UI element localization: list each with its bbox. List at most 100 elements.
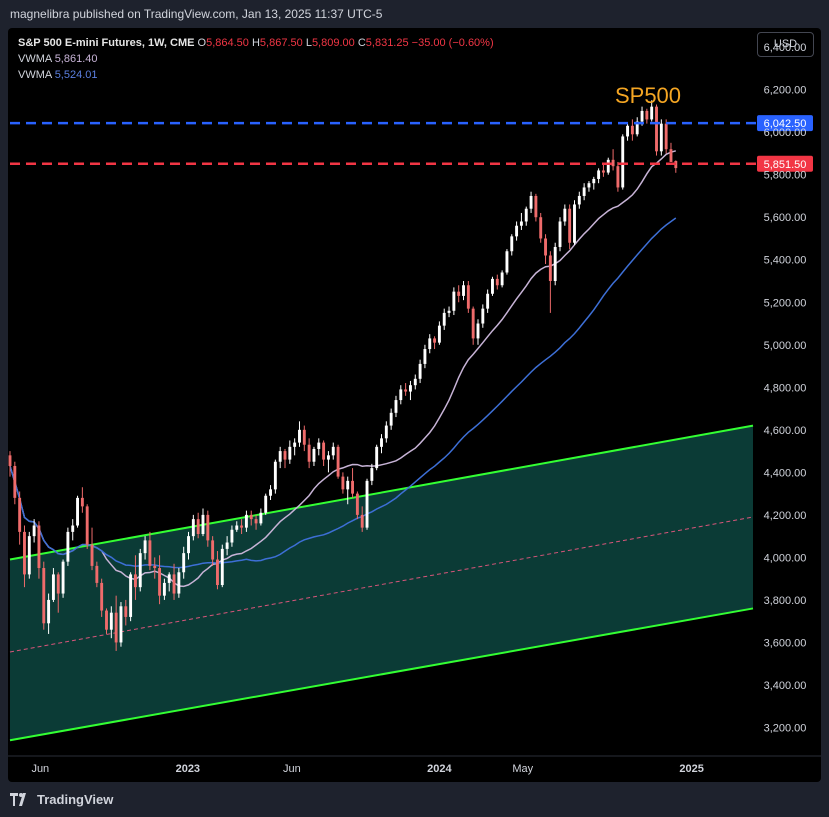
candle (32, 519, 36, 543)
candle (61, 559, 65, 598)
candle-body (341, 476, 345, 490)
publisher-bar: magnelibra published on TradingView.com,… (0, 0, 829, 28)
candle (519, 212, 523, 230)
candle (153, 557, 157, 579)
candle (95, 561, 99, 588)
candle (167, 572, 171, 592)
candle (18, 491, 22, 545)
candle-body (428, 338, 432, 350)
candle-body (225, 542, 229, 549)
candle-body (66, 531, 70, 562)
candle (114, 595, 118, 651)
symbol-title[interactable]: S&P 500 E-mini Futures, 1W, CME (18, 37, 195, 49)
currency-button[interactable]: USD (757, 32, 814, 57)
y-tick-label: 5,200.00 (764, 297, 807, 309)
candle-body (61, 561, 65, 594)
candle-body (616, 166, 620, 188)
candle (457, 285, 461, 303)
candle-body (201, 514, 205, 535)
candle (27, 531, 31, 579)
candle-body (269, 489, 272, 496)
support-price-tag (757, 155, 813, 172)
y-tick-label: 4,800.00 (764, 382, 807, 394)
candle (51, 568, 55, 603)
x-axis: Jun 2023 Jun 2024 May 2025 (8, 755, 821, 775)
candle-body (273, 461, 277, 490)
candle-body (510, 236, 514, 252)
candle (360, 506, 364, 532)
candle-body (18, 497, 22, 532)
low-value: 5,809.00 (311, 37, 355, 49)
candle (582, 183, 586, 201)
candle-body (293, 442, 297, 447)
candle-body (187, 536, 190, 554)
candle (577, 191, 581, 209)
candle-body (211, 540, 215, 560)
candle (235, 521, 239, 532)
candles-layer (8, 100, 678, 651)
candle-body (659, 123, 663, 152)
channel-upper-line (9, 424, 754, 561)
chart-frame[interactable]: 6,042.50 5,851.50 3,200.00 3,400.00 3,600.0… (8, 28, 821, 782)
tradingview-logo[interactable]: TradingView (10, 792, 113, 807)
candle-body (630, 125, 634, 135)
candle-body (51, 574, 55, 600)
candle (346, 476, 350, 505)
candle-body (206, 514, 210, 541)
candle (505, 249, 509, 275)
candle-body (351, 480, 354, 494)
candle (539, 212, 543, 243)
candle-body (597, 170, 601, 179)
candle (133, 555, 137, 600)
candle-body (380, 438, 383, 447)
chart-canvas[interactable]: 6,042.50 5,851.50 3,200.00 3,400.00 3,600.0… (8, 28, 821, 782)
candle (331, 442, 335, 460)
vwma-layer (9, 150, 677, 588)
candle (534, 193, 538, 222)
candle-body (389, 412, 393, 426)
high-value: 5,867.50 (259, 37, 303, 49)
candle-body (105, 610, 108, 630)
candle (558, 217, 562, 252)
candle (90, 527, 94, 571)
candle-body (611, 159, 615, 167)
candle (553, 242, 557, 286)
footer-bar: TradingView (0, 782, 829, 817)
y-tick-label: 6,400.00 (764, 42, 807, 54)
candle (283, 448, 287, 469)
candle (486, 289, 490, 313)
candle (326, 451, 330, 473)
candle-body (196, 519, 200, 535)
candle-body (601, 170, 605, 173)
candle-body (298, 429, 301, 443)
candle-body (433, 338, 437, 343)
candle (645, 108, 649, 124)
candle-body (539, 217, 543, 239)
candle-body (80, 497, 84, 507)
vwma-fast-line (9, 150, 677, 588)
candle (42, 561, 46, 630)
tradingview-brand: TradingView (37, 792, 114, 807)
candle-body (524, 208, 528, 222)
legend-row-vwma-fast[interactable]: VWMA 5,861.40 (18, 51, 494, 67)
candle (491, 276, 494, 296)
high-label: H (251, 37, 260, 49)
legend-row-vwma-slow[interactable]: VWMA 5,524.01 (18, 67, 494, 83)
candle (182, 546, 186, 579)
candle-body (220, 548, 224, 586)
candle-body (331, 446, 335, 456)
candle (172, 563, 176, 600)
candle-body (375, 446, 379, 469)
y-tick-label: 6,000.00 (764, 127, 807, 139)
tradingview-logo-icon (10, 793, 26, 806)
candle (47, 593, 51, 634)
candle-body (500, 272, 504, 286)
candle-body (109, 612, 113, 630)
candle-body (322, 442, 326, 460)
channel-layer (9, 424, 754, 742)
candle-body (37, 525, 41, 569)
candle-body (288, 446, 292, 460)
candle (597, 168, 601, 184)
candle (370, 463, 374, 486)
x-tick-label: 2023 (176, 763, 200, 775)
